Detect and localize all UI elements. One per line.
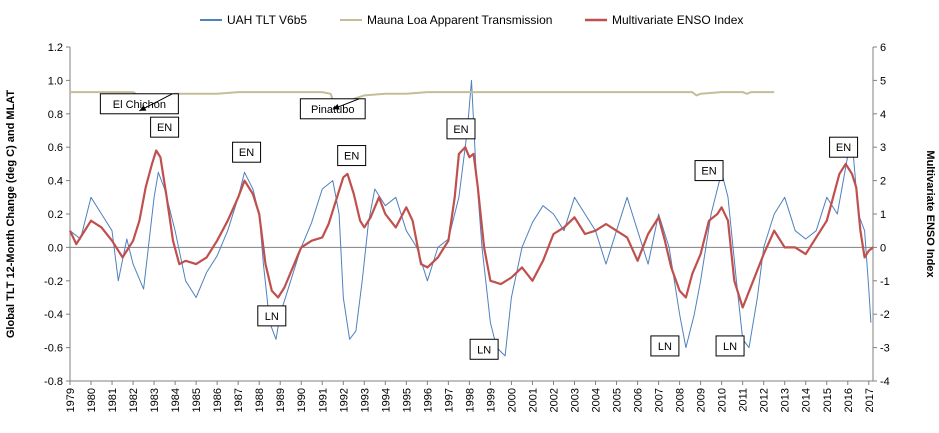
x-tick-label: 2016: [843, 388, 855, 412]
axes-group: -0.8 -0.6 -0.4 -0.2 0.0 0.2 0.4 0.6 0.8 1.0 1.2 -4 -…: [5, 42, 936, 412]
x-tick-label: 1994: [380, 388, 392, 412]
right-y-tick-label: 4: [880, 109, 886, 121]
annotation-label: EN: [344, 151, 359, 163]
right-y-tick-label: 3: [880, 142, 886, 154]
x-tick-label: 1996: [422, 388, 434, 412]
legend-label-2: Mauna Loa Apparent Transmission: [367, 13, 552, 27]
annotation-box: [150, 116, 180, 138]
x-tick-label: 1983: [149, 388, 161, 412]
annotation-arrowhead: [332, 103, 340, 110]
x-tick-label: 1989: [275, 388, 287, 412]
right-y-tick-label: -4: [880, 376, 890, 388]
right-y-tick-label: 6: [880, 42, 886, 54]
x-tick-label: 2011: [738, 388, 750, 412]
series-line-1: [69, 79, 872, 357]
annotation-box: [829, 136, 859, 158]
annotation-label: LN: [265, 311, 279, 323]
x-tick-label: 2013: [780, 388, 792, 412]
x-tick-label: 1984: [170, 388, 182, 412]
x-tick-label: 2010: [717, 388, 729, 412]
annotation-box: [650, 335, 680, 357]
right-y-tick-label: 5: [880, 75, 886, 87]
x-tick-label: 1997: [443, 388, 455, 412]
annotation-box: [446, 118, 476, 140]
x-tick-label: 2000: [506, 388, 518, 412]
x-tick-label: 2012: [759, 388, 771, 412]
x-tick-label: 1998: [464, 388, 476, 412]
right-y-tick-label: 2: [880, 176, 886, 188]
x-tick-label: 1991: [317, 388, 329, 412]
left-y-tick-label: 1.0: [48, 75, 63, 87]
annotation-arrowhead: [139, 105, 147, 111]
x-tick-label: 1999: [485, 388, 497, 412]
left-y-tick-label: 1.2: [48, 42, 63, 54]
legend-group: UAH TLT V6b5 Mauna Loa Apparent Transmiss…: [200, 13, 743, 27]
x-tick-label: 2009: [696, 388, 708, 412]
left-y-tick-label: -0.4: [44, 309, 63, 321]
right-y-tick-label: -1: [880, 276, 890, 288]
x-tick-label: 1979: [65, 388, 77, 412]
legend-label-1: UAH TLT V6b5: [227, 13, 307, 27]
right-y-tick-label: -2: [880, 309, 890, 321]
x-tick-label: 2004: [591, 388, 603, 412]
right-y-tick-label: 1: [880, 209, 886, 221]
x-tick-label: 1990: [296, 388, 308, 412]
right-axis-title: Multivariate ENSO Index: [924, 150, 936, 278]
left-y-tick-label: -0.2: [44, 276, 63, 288]
x-tick-label: 2006: [633, 388, 645, 412]
x-tick-label: 1980: [86, 388, 98, 412]
x-tick-label: 1987: [233, 388, 245, 412]
left-y-tick-label: 0.6: [48, 142, 63, 154]
annotation-label: LN: [723, 341, 737, 353]
annotation-label: EN: [239, 147, 254, 159]
annotation-label: EN: [836, 142, 851, 154]
annotation-label: EN: [453, 124, 468, 136]
x-tick-label: 2017: [864, 388, 876, 412]
legend-label-3: Multivariate ENSO Index: [612, 13, 743, 27]
left-y-tick-label: 0.2: [48, 209, 63, 221]
x-tick-label: 1986: [212, 388, 224, 412]
x-tick-label: 2015: [822, 388, 834, 412]
x-tick-label: 1992: [338, 388, 350, 412]
annotation-label: Pinatubo: [311, 104, 354, 116]
x-tick-label: 1981: [107, 388, 119, 412]
left-y-tick-label: 0.4: [48, 176, 63, 188]
annotation-label: EN: [157, 122, 172, 134]
annotation-label: LN: [658, 341, 672, 353]
x-tick-label: 1985: [191, 388, 203, 412]
left-y-tick-label: 0.8: [48, 109, 63, 121]
left-y-tick-label: -0.6: [44, 343, 63, 355]
x-tick-label: 1988: [254, 388, 266, 412]
annotation-box: [232, 141, 262, 163]
x-tick-label: 2002: [548, 388, 560, 412]
x-tick-label: 2001: [527, 388, 539, 412]
annotation-box: [337, 145, 367, 167]
annotation-box: [469, 338, 499, 360]
annotation-label: EN: [701, 166, 716, 178]
series-line-3: [69, 146, 874, 309]
annotation-box: [99, 93, 179, 115]
left-axis-title: Global TLT 12-Month Change (deg C) and M…: [5, 90, 17, 339]
right-y-tick-label: 0: [880, 242, 886, 254]
x-tick-label: 2007: [654, 388, 666, 412]
annotation-label: LN: [477, 344, 491, 356]
x-tick-label: 1993: [359, 388, 371, 412]
x-tick-label: 2014: [801, 388, 813, 412]
right-y-tick-label: -3: [880, 343, 890, 355]
left-y-tick-label: -0.8: [44, 376, 63, 388]
annotation-box: [694, 160, 724, 182]
annotations-group: El Chichon Pinatubo EN EN EN EN EN EN LN LN LN LN: [99, 93, 859, 360]
annotation-label: El Chichon: [113, 99, 166, 111]
annotation-box: [257, 305, 287, 327]
x-tick-label: 2003: [570, 388, 582, 412]
x-tick-label: 1995: [401, 388, 413, 412]
left-y-tick-label: 0.0: [48, 242, 63, 254]
x-tick-label: 2008: [675, 388, 687, 412]
annotation-box: [715, 335, 745, 357]
x-tick-label: 1982: [128, 388, 140, 412]
x-tick-label: 2005: [612, 388, 624, 412]
